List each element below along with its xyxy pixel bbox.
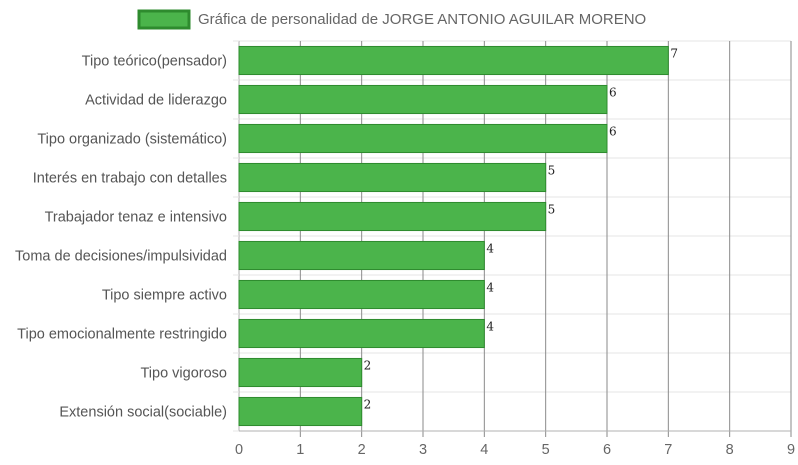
legend-label[interactable]: Gráfica de personalidad de JORGE ANTONIO… — [198, 11, 646, 28]
bar[interactable] — [238, 123, 608, 154]
data-label: 5 — [548, 202, 556, 216]
data-label: 6 — [609, 85, 617, 99]
bar[interactable] — [238, 240, 485, 271]
category-label: Tipo vigoroso — [140, 366, 227, 382]
x-tick-label: 0 — [235, 442, 243, 458]
category-label: Tipo organizado (sistemático) — [37, 132, 227, 148]
data-label: 2 — [364, 397, 372, 411]
category-label: Tipo siempre activo — [102, 288, 227, 304]
category-label: Tipo emocionalmente restringido — [17, 327, 227, 343]
bar[interactable] — [238, 318, 485, 349]
data-label: 5 — [548, 163, 556, 177]
category-label: Actividad de liderazgo — [85, 93, 227, 109]
x-tick-label: 2 — [358, 442, 366, 458]
x-tick-label: 3 — [419, 442, 427, 458]
legend-swatch[interactable] — [137, 9, 191, 30]
bar[interactable] — [238, 162, 547, 193]
category-label: Extensión social(sociable) — [59, 405, 227, 421]
x-axis-ticks: 0 1 2 3 4 5 6 7 8 9 — [235, 442, 795, 458]
data-label: 4 — [486, 319, 494, 333]
bar[interactable] — [238, 45, 669, 76]
category-label: Tipo teórico(pensador) — [82, 54, 227, 70]
data-label: 2 — [364, 358, 372, 372]
x-tick-label: 7 — [664, 442, 672, 458]
x-tick-label: 9 — [787, 442, 795, 458]
x-tick-label: 5 — [542, 442, 550, 458]
data-label: 4 — [486, 280, 494, 294]
bars: 7 6 6 5 5 4 4 4 2 2 — [238, 45, 678, 427]
data-label: 4 — [486, 241, 494, 255]
bar[interactable] — [238, 357, 363, 388]
x-tick-label: 1 — [296, 442, 304, 458]
x-tick-label: 8 — [726, 442, 734, 458]
data-label: 6 — [609, 124, 617, 138]
bar[interactable] — [238, 84, 608, 115]
bar[interactable] — [238, 396, 363, 427]
category-label: Trabajador tenaz e intensivo — [45, 210, 227, 226]
bar[interactable] — [238, 279, 485, 310]
category-label: Toma de decisiones/impulsividad — [15, 249, 227, 265]
legend[interactable]: Gráfica de personalidad de JORGE ANTONIO… — [137, 9, 646, 30]
x-tick-label: 6 — [603, 442, 611, 458]
x-tick-label: 4 — [480, 442, 488, 458]
y-axis-categories: Tipo teórico(pensador) Actividad de lider… — [15, 54, 227, 421]
data-label: 7 — [670, 46, 678, 60]
bar[interactable] — [238, 201, 547, 232]
category-label: Interés en trabajo con detalles — [33, 171, 227, 187]
